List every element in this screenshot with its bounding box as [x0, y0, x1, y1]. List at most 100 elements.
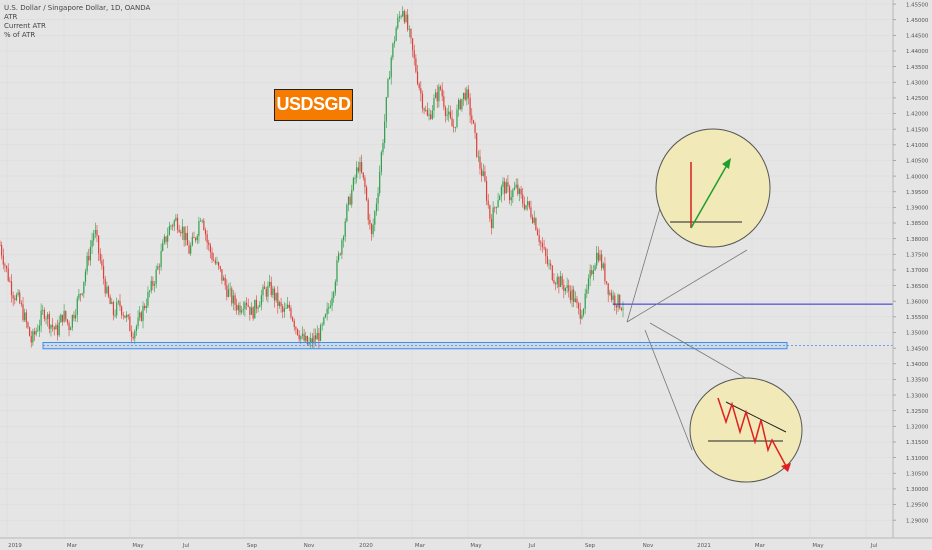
candle-body — [546, 256, 548, 264]
time-tick-label: Sep — [247, 543, 258, 549]
candle-body — [476, 132, 478, 157]
candle-body — [541, 243, 544, 248]
candle-body — [270, 281, 272, 296]
candle-body — [398, 16, 401, 18]
candle-body — [260, 295, 262, 306]
candle-body — [512, 189, 514, 198]
candle-body — [19, 292, 21, 304]
time-tick-label: 2020 — [359, 543, 373, 549]
candle-body — [614, 295, 616, 306]
candle-body — [203, 220, 205, 231]
candle-body — [83, 281, 85, 294]
candle-body — [121, 306, 123, 315]
candle-body — [508, 186, 511, 201]
candle-body — [555, 283, 557, 285]
candle-body — [545, 248, 547, 257]
candle-body — [528, 201, 530, 208]
candle-body — [426, 109, 428, 116]
candle-body — [287, 304, 289, 308]
price-tick-label: 1.41500 — [906, 127, 929, 133]
candle-body — [411, 38, 414, 51]
candle-body — [206, 234, 208, 243]
candle-body — [313, 335, 315, 344]
price-tick-label: 1.33000 — [906, 393, 929, 399]
price-axis-bg — [893, 0, 932, 550]
candle-body — [395, 27, 397, 41]
candle-body — [255, 299, 258, 309]
candle-body — [295, 326, 297, 329]
candle-body — [52, 324, 54, 328]
candle-body — [5, 265, 8, 269]
candle-body — [176, 217, 179, 230]
price-axis[interactable]: 1.45500 1.45000 1.44500 1.44000 1.43500 1.430… — [892, 0, 932, 550]
candle-body — [612, 295, 614, 301]
time-tick-label: 2019 — [8, 543, 22, 549]
candle-body — [495, 207, 498, 208]
candle-body — [369, 219, 371, 225]
candle-body — [306, 336, 308, 345]
candle-body — [579, 308, 581, 319]
candle-body — [199, 220, 202, 222]
candle-body — [40, 310, 42, 326]
candle-body — [171, 225, 174, 227]
candle-body — [500, 186, 502, 197]
time-tick-label: Mar — [755, 543, 766, 549]
candle-body — [584, 293, 586, 309]
candle-body — [451, 117, 453, 127]
candle-body — [28, 327, 31, 337]
candle-body — [402, 11, 404, 17]
candle-body — [347, 196, 350, 205]
candle-body — [321, 324, 323, 326]
candle-body — [188, 245, 190, 254]
candle-body — [106, 286, 108, 294]
candle-body — [441, 89, 443, 97]
candle-body — [543, 247, 545, 249]
candle-body — [479, 156, 481, 169]
price-tick-label: 1.30500 — [906, 471, 929, 477]
candle-body — [316, 332, 318, 340]
candle-body — [33, 331, 36, 335]
candle-body — [375, 203, 378, 212]
candle-body — [487, 200, 489, 206]
time-tick-label: Mar — [67, 543, 78, 549]
candle-body — [535, 218, 537, 230]
candle-body — [336, 260, 338, 282]
bearish-trend-line — [725, 401, 787, 433]
candle-body — [438, 86, 440, 102]
time-axis[interactable]: 2019 Mar May Jul Sep Nov 2020 Mar May Jul Sep Nov 20… — [0, 537, 932, 549]
candle-body — [68, 322, 70, 331]
candle-body — [556, 277, 558, 285]
candle-body — [569, 291, 571, 301]
candle-body — [576, 298, 578, 304]
candle-body — [259, 305, 261, 308]
candle-body — [20, 303, 22, 305]
candle-body — [494, 207, 496, 209]
candle-body — [132, 336, 134, 339]
candle-body — [30, 336, 32, 343]
candle-body — [127, 314, 129, 317]
candle-body — [1, 245, 3, 256]
candle-body — [311, 338, 313, 344]
candle-body — [517, 184, 519, 194]
callout-line — [626, 249, 748, 323]
candle-body — [615, 305, 618, 308]
candle-body — [145, 305, 147, 309]
candle-body — [232, 295, 235, 304]
candle-body — [477, 156, 479, 158]
candle-body — [63, 310, 65, 322]
candle-body — [462, 92, 465, 99]
candle-body — [278, 302, 281, 306]
candle-body — [98, 235, 100, 254]
candle-body — [586, 289, 588, 294]
candle-body — [291, 317, 294, 321]
candle-body — [165, 236, 167, 242]
candle-body — [239, 305, 241, 313]
price-tick-label: 1.29000 — [906, 518, 929, 524]
candle-body — [219, 266, 221, 270]
candle-body — [464, 92, 466, 100]
time-tick-label: Jul — [870, 543, 878, 549]
candle-body — [0, 244, 1, 246]
candle-body — [448, 111, 450, 115]
candle-body — [592, 270, 595, 275]
